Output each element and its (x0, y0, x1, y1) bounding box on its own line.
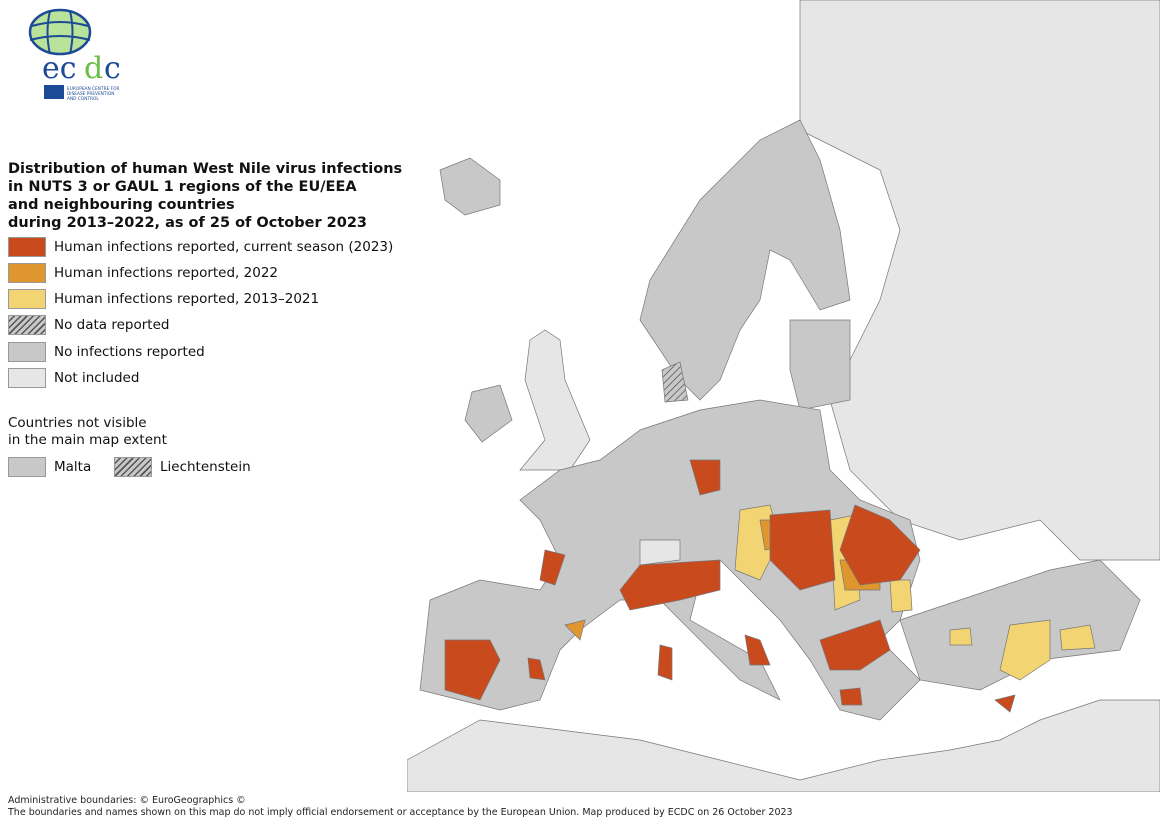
region-2023 (689, 459, 721, 496)
region-2023 (769, 509, 836, 591)
region-2013-2021 (889, 579, 913, 613)
svg-text:d: d (84, 51, 103, 86)
footer: Administrative boundaries: © EuroGeograp… (8, 795, 793, 819)
ecdc-logo: ec d c EUROPEAN CENTRE FOR DISEASE PREVE… (28, 8, 121, 102)
footer-copyright: Administrative boundaries: © EuroGeograp… (8, 795, 246, 806)
svg-text:AND CONTROL: AND CONTROL (67, 96, 99, 102)
region-2023 (994, 694, 1016, 713)
region-2023 (444, 639, 501, 701)
legend-label: No data reported (54, 317, 170, 333)
europe-map (407, 0, 1160, 792)
not-visible-heading: Countries not visible in the main map ex… (8, 415, 167, 448)
region-2013-2021 (999, 619, 1051, 681)
legend-item-2022: Human infections reported, 2022 (8, 263, 278, 283)
region-2023 (527, 657, 546, 681)
region-2023 (657, 644, 673, 681)
svg-text:c: c (104, 51, 121, 86)
not-included-africa (407, 699, 1160, 792)
ireland (464, 384, 513, 443)
region-2023 (744, 634, 771, 666)
footer-disclaimer: The boundaries and names shown on this m… (8, 807, 793, 818)
region-2022 (564, 619, 586, 641)
legend-label: Human infections reported, current seaso… (54, 239, 394, 255)
legend-swatch (8, 368, 46, 388)
legend-item-not-included: Not included (8, 368, 139, 388)
legend-swatch (8, 457, 46, 477)
svg-text:EUROPEAN CENTRE FOR: EUROPEAN CENTRE FOR (67, 86, 120, 92)
region-2023 (619, 559, 721, 611)
legend-item-no-data: No data reported (8, 315, 169, 335)
map-title: Distribution of human West Nile virus in… (8, 161, 403, 231)
legend-label: No infections reported (54, 344, 205, 360)
legend-label: Human infections reported, 2013–2021 (54, 291, 320, 307)
legend-label: Malta (54, 459, 92, 475)
legend-swatch (8, 342, 46, 362)
region-2023 (819, 619, 891, 671)
legend-item-no-infections: No infections reported (8, 342, 205, 362)
region-2013-2021 (949, 627, 973, 646)
denmark-no-data (661, 361, 689, 403)
not-included-uk (519, 329, 591, 471)
legend-item-2023: Human infections reported, current seaso… (8, 237, 393, 257)
legend-swatch (8, 315, 46, 335)
region-2023 (539, 549, 566, 586)
legend-swatch (114, 457, 152, 477)
legend-label: Not included (54, 370, 140, 386)
region-2023 (839, 687, 863, 706)
legend-label: Human infections reported, 2022 (54, 265, 278, 281)
region-2023 (839, 504, 921, 586)
region-2013-2021 (1059, 624, 1096, 651)
baltics (789, 319, 851, 411)
switzerland (639, 539, 681, 566)
legend-item-malta: Malta (8, 457, 91, 477)
legend-item-2013-2021: Human infections reported, 2013–2021 (8, 289, 319, 309)
scandinavia (639, 119, 851, 401)
not-included-east (799, 0, 1160, 561)
iceland (439, 157, 501, 216)
legend-swatch (8, 237, 46, 257)
legend-label: Liechtenstein (160, 459, 251, 475)
legend-item-liechtenstein: Liechtenstein (114, 457, 251, 477)
legend-swatch (8, 289, 46, 309)
legend-swatch (8, 263, 46, 283)
svg-text:ec: ec (42, 51, 77, 86)
svg-text:DISEASE PREVENTION: DISEASE PREVENTION (67, 91, 114, 97)
